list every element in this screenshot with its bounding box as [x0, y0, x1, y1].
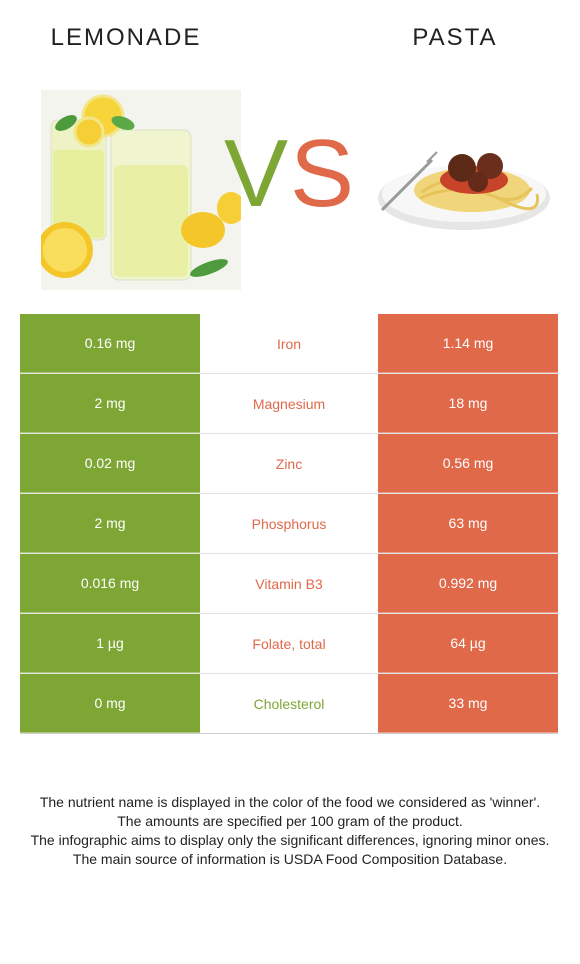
footnote-line-3: The infographic aims to display only the…: [30, 832, 550, 848]
table-row: 1 µg Folate, total 64 µg: [20, 614, 558, 674]
left-value-cell: 0 mg: [20, 674, 200, 733]
right-value-cell: 1.14 mg: [378, 314, 558, 373]
left-value-cell: 0.016 mg: [20, 554, 200, 613]
right-value-cell: 64 µg: [378, 614, 558, 673]
left-value-cell: 0.02 mg: [20, 434, 200, 493]
table-row: 0.16 mg Iron 1.14 mg: [20, 314, 558, 374]
footnote: The nutrient name is displayed in the co…: [14, 793, 566, 869]
left-value-cell: 1 µg: [20, 614, 200, 673]
right-value-cell: 63 mg: [378, 494, 558, 553]
nutrient-name-cell: Iron: [200, 314, 378, 373]
table-row: 0.016 mg Vitamin B3 0.992 mg: [20, 554, 558, 614]
nutrient-comparison-table: 0.16 mg Iron 1.14 mg 2 mg Magnesium 18 mg 0.02…: [20, 314, 558, 734]
left-value-cell: 0.16 mg: [20, 314, 200, 373]
right-value-cell: 0.992 mg: [378, 554, 558, 613]
right-value-cell: 18 mg: [378, 374, 558, 433]
spaghetti-meatballs-image: [378, 151, 550, 230]
nutrient-name-cell: Magnesium: [200, 374, 378, 433]
footnote-line-1: The nutrient name is displayed in the co…: [39, 794, 541, 810]
vs-letter-v: V: [224, 120, 289, 227]
left-value-cell: 2 mg: [20, 494, 200, 553]
lemonade-glasses-image: [41, 90, 241, 290]
right-value-cell: 0.56 mg: [378, 434, 558, 493]
footnote-line-4: The main source of information is USDA F…: [72, 851, 508, 867]
table-row: 2 mg Phosphorus 63 mg: [20, 494, 558, 554]
nutrient-name-cell: Vitamin B3: [200, 554, 378, 613]
right-value-cell: 33 mg: [378, 674, 558, 733]
nutrient-name-cell: Phosphorus: [200, 494, 378, 553]
table-row: 0.02 mg Zinc 0.56 mg: [20, 434, 558, 494]
left-food-title: LEMONADE: [50, 24, 202, 51]
table-row: 2 mg Magnesium 18 mg: [20, 374, 558, 434]
nutrient-name-cell: Zinc: [200, 434, 378, 493]
nutrient-name-cell: Folate, total: [200, 614, 378, 673]
table-row: 0 mg Cholesterol 33 mg: [20, 674, 558, 734]
right-food-title: PASTA: [412, 24, 498, 51]
left-value-cell: 2 mg: [20, 374, 200, 433]
nutrient-name-cell: Cholesterol: [200, 674, 378, 733]
vs-letter-s: S: [290, 120, 355, 227]
footnote-line-2: The amounts are specified per 100 gram o…: [117, 813, 463, 829]
